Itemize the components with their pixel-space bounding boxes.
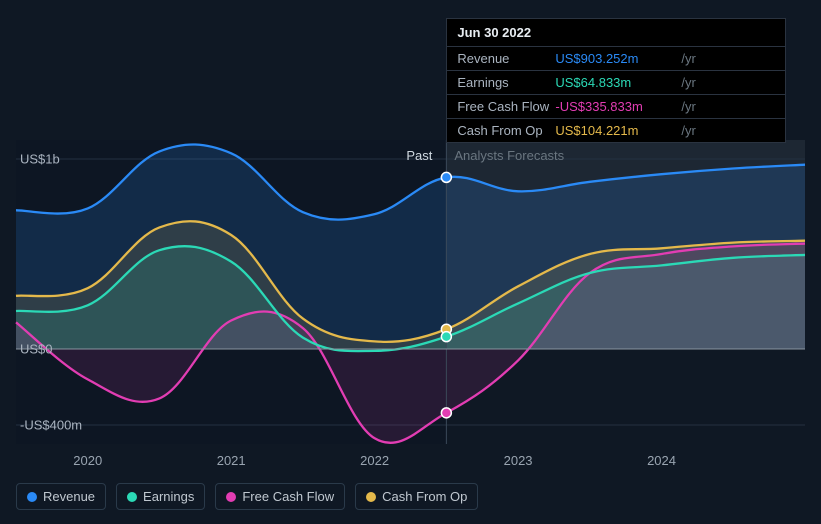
tooltip-row-suffix: /yr	[681, 99, 695, 114]
x-axis-tick: 2020	[73, 453, 102, 468]
legend-item-label: Cash From Op	[382, 489, 467, 504]
x-axis-tick: 2024	[647, 453, 676, 468]
legend-item-label: Free Cash Flow	[242, 489, 334, 504]
tooltip-date: Jun 30 2022	[447, 19, 785, 47]
legend-dot-icon	[127, 492, 137, 502]
tooltip-row-value: US$104.221m	[555, 123, 675, 138]
legend-dot-icon	[366, 492, 376, 502]
legend-dot-icon	[226, 492, 236, 502]
tooltip-row: RevenueUS$903.252m/yr	[447, 47, 785, 71]
tooltip-row: Cash From OpUS$104.221m/yr	[447, 119, 785, 142]
legend-item-label: Earnings	[143, 489, 194, 504]
legend-item-earnings[interactable]: Earnings	[116, 483, 205, 510]
tooltip-row-label: Free Cash Flow	[457, 99, 555, 114]
forecast-label: Analysts Forecasts	[454, 148, 564, 163]
tooltip-row: EarningsUS$64.833m/yr	[447, 71, 785, 95]
tooltip-row-value: US$64.833m	[555, 75, 675, 90]
tooltip-row: Free Cash Flow-US$335.833m/yr	[447, 95, 785, 119]
x-axis-tick: 2022	[360, 453, 389, 468]
legend-item-cash-from-op[interactable]: Cash From Op	[355, 483, 478, 510]
legend-item-label: Revenue	[43, 489, 95, 504]
past-label: Past	[406, 148, 432, 163]
tooltip-row-suffix: /yr	[681, 75, 695, 90]
tooltip-row-suffix: /yr	[681, 51, 695, 66]
legend-item-free-cash-flow[interactable]: Free Cash Flow	[215, 483, 345, 510]
y-axis-tick: US$1b	[20, 152, 60, 167]
financials-chart: US$1b US$0 -US$400m 2020 2021 2022 2023 2024 Pa…	[0, 0, 821, 524]
tooltip-row-value: US$903.252m	[555, 51, 675, 66]
tooltip-row-label: Earnings	[457, 75, 555, 90]
x-axis-tick: 2023	[504, 453, 533, 468]
tooltip-row-value: -US$335.833m	[555, 99, 675, 114]
legend-dot-icon	[27, 492, 37, 502]
y-axis-tick: -US$400m	[20, 418, 82, 433]
x-axis-tick: 2021	[217, 453, 246, 468]
y-axis-tick: US$0	[20, 342, 53, 357]
hover-tooltip: Jun 30 2022 RevenueUS$903.252m/yrEarning…	[446, 18, 786, 143]
legend-item-revenue[interactable]: Revenue	[16, 483, 106, 510]
tooltip-row-label: Revenue	[457, 51, 555, 66]
tooltip-row-label: Cash From Op	[457, 123, 555, 138]
tooltip-row-suffix: /yr	[681, 123, 695, 138]
legend: Revenue Earnings Free Cash Flow Cash From O…	[16, 483, 478, 510]
